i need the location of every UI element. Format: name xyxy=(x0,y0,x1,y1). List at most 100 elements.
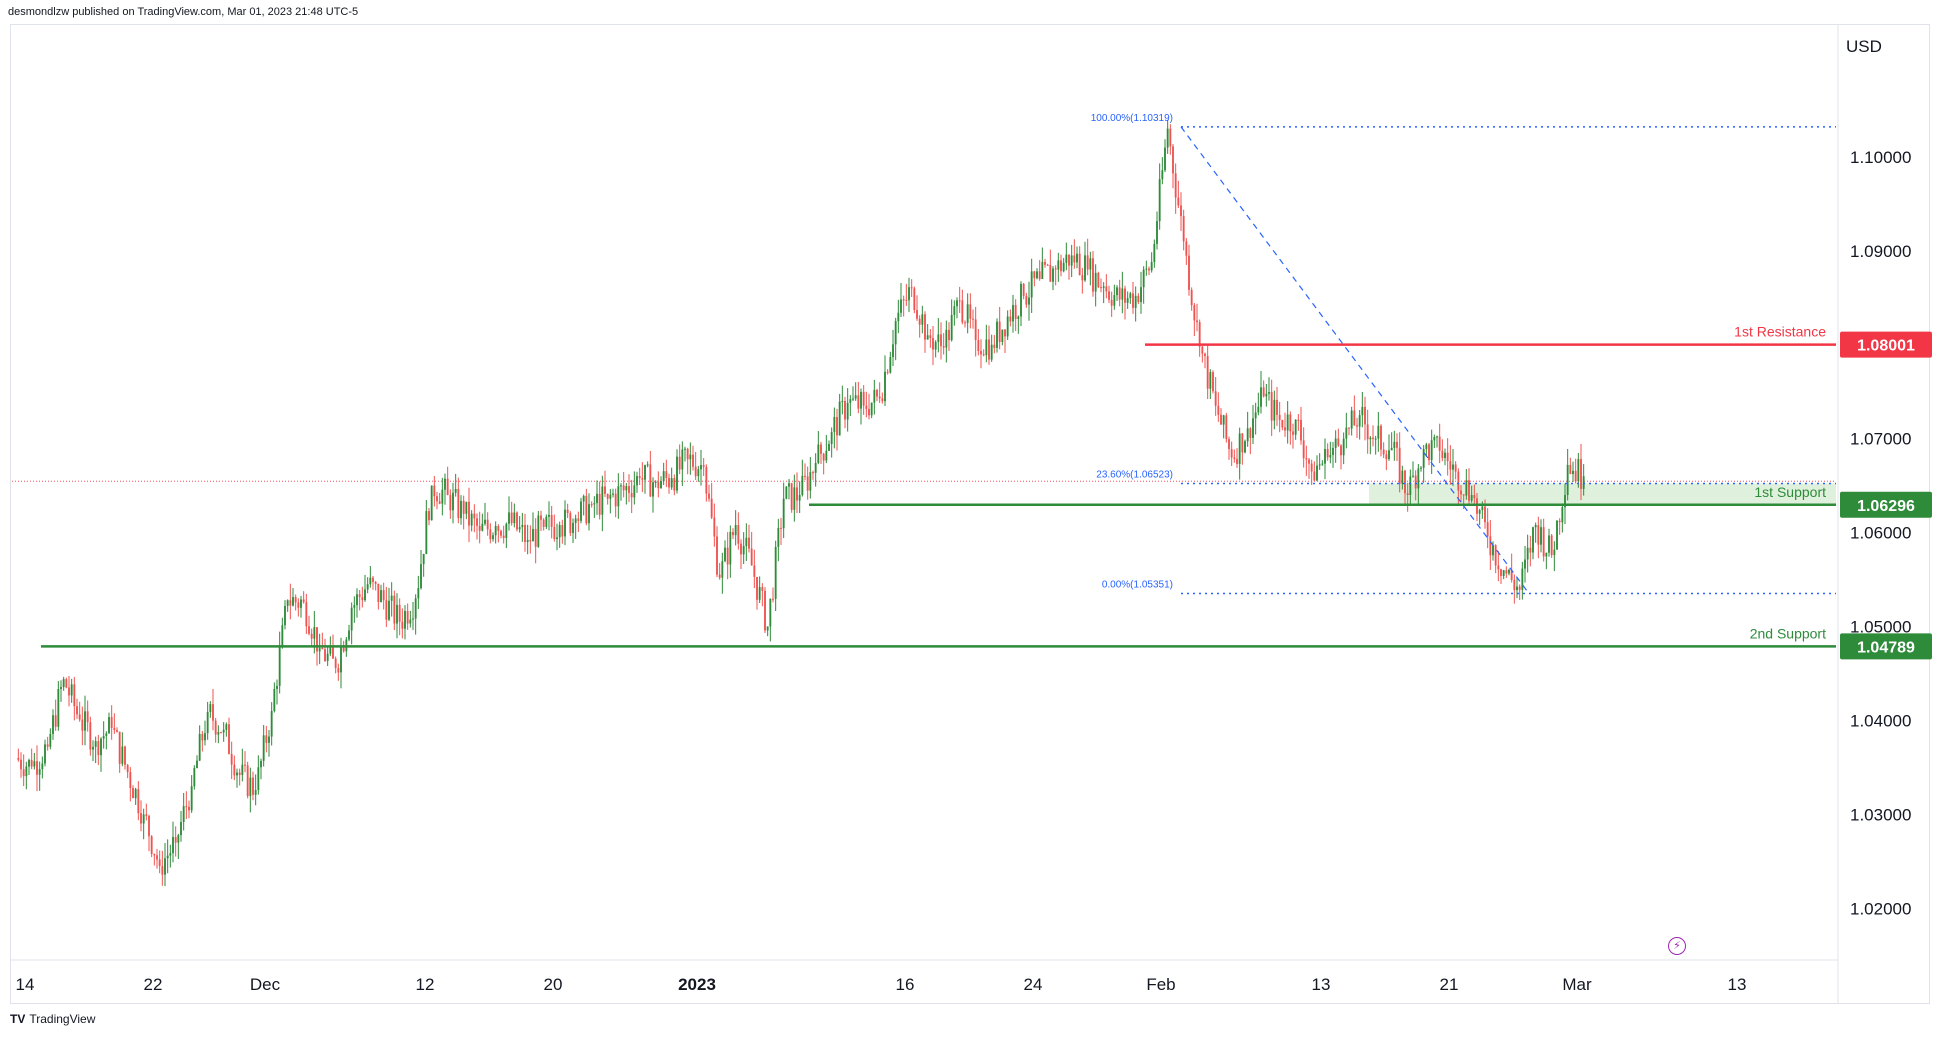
candle-body xyxy=(1524,559,1526,569)
candle-body xyxy=(1028,297,1030,305)
candle-body xyxy=(670,478,673,488)
candle-body xyxy=(630,493,633,498)
candle-body xyxy=(390,595,393,601)
candle-body xyxy=(1569,464,1572,475)
candle-body xyxy=(1390,448,1393,451)
candle-body xyxy=(710,498,713,518)
candle-body xyxy=(46,744,49,747)
candle-body xyxy=(281,625,284,648)
candle-body xyxy=(1004,329,1006,337)
candle-body xyxy=(446,478,449,495)
candle-body xyxy=(681,449,684,470)
candle-body xyxy=(1014,305,1017,319)
candle-body xyxy=(625,486,628,491)
candle-body xyxy=(1265,393,1268,397)
candle-body xyxy=(1382,449,1385,455)
candle-body xyxy=(836,417,838,436)
x-tick-label: 14 xyxy=(16,975,35,994)
candle-body xyxy=(956,300,958,307)
candle-body xyxy=(68,687,70,696)
candle-body xyxy=(326,653,329,661)
candle-body xyxy=(1193,305,1196,321)
candle-body xyxy=(1430,440,1433,461)
candle-body xyxy=(294,597,297,603)
candle-body xyxy=(428,511,430,521)
candle-body xyxy=(44,744,46,764)
candle-body xyxy=(641,478,644,480)
candle-body xyxy=(1057,260,1060,270)
candle-body xyxy=(1302,440,1305,459)
candle-body xyxy=(286,600,289,606)
candle-body xyxy=(1526,547,1529,560)
candle-body xyxy=(1212,372,1214,392)
candle-body xyxy=(588,504,590,524)
candle-body xyxy=(1404,470,1406,494)
candle-body xyxy=(686,448,689,460)
candle-body xyxy=(1510,569,1513,580)
candle-body xyxy=(377,583,380,602)
candle-body xyxy=(366,584,369,590)
candle-body xyxy=(678,456,681,470)
candle-body xyxy=(1345,427,1348,439)
candle-body xyxy=(406,611,409,624)
candle-body xyxy=(209,704,212,712)
candle-body xyxy=(1180,205,1182,217)
candle-body xyxy=(870,402,873,416)
candle-body xyxy=(1505,570,1508,574)
candle-body xyxy=(756,576,758,600)
candle-body xyxy=(740,543,742,555)
candle-body xyxy=(1308,459,1310,464)
candle-body xyxy=(862,391,865,406)
candle-body xyxy=(1052,268,1054,282)
candle-body xyxy=(1033,271,1036,279)
candle-body xyxy=(385,600,388,620)
candle-body xyxy=(700,465,702,470)
candle-body xyxy=(470,513,473,526)
candle-body xyxy=(830,432,833,444)
candle-body xyxy=(30,759,33,767)
candle-body xyxy=(1393,441,1396,449)
candle-body xyxy=(612,493,614,495)
candle-body xyxy=(204,733,206,741)
candle-body xyxy=(457,489,460,519)
candle-body xyxy=(638,476,641,479)
candle-body xyxy=(1414,475,1417,489)
candle-body xyxy=(1548,535,1550,553)
lightning-icon[interactable]: ⚡ xyxy=(1668,937,1686,955)
zone-layer xyxy=(12,480,1836,505)
candle-body xyxy=(1457,471,1460,491)
candle-body xyxy=(854,395,857,399)
candle-body xyxy=(908,287,910,301)
candle-body xyxy=(1561,507,1564,523)
candle-body xyxy=(1342,438,1345,456)
candle-body xyxy=(1545,552,1548,557)
candle-body xyxy=(1484,506,1486,523)
candle-body xyxy=(140,813,142,824)
candle-body xyxy=(1422,448,1425,468)
candle-body xyxy=(337,667,340,673)
candle-body xyxy=(577,518,580,521)
candle-body xyxy=(1134,295,1137,308)
candle-body xyxy=(182,806,185,822)
x-tick-label: 24 xyxy=(1024,975,1043,994)
candle-body xyxy=(572,522,574,534)
candle-body xyxy=(1558,520,1561,523)
candle-body xyxy=(518,527,521,530)
candle-body xyxy=(1332,448,1334,455)
candle-body xyxy=(22,769,25,777)
candle-body xyxy=(1353,410,1356,426)
candle-body xyxy=(774,546,777,599)
candle-body xyxy=(982,354,985,356)
candle-body xyxy=(1574,470,1577,482)
candle-body xyxy=(1254,412,1257,419)
candle-body xyxy=(1260,387,1262,407)
candle-body xyxy=(1100,287,1102,289)
candle-body xyxy=(1385,454,1388,460)
candle-body xyxy=(1249,428,1252,438)
candle-body xyxy=(1038,271,1041,279)
candle-body xyxy=(977,340,980,351)
candle-body xyxy=(745,537,748,546)
currency-label: USD xyxy=(1846,37,1882,56)
candle-body xyxy=(1068,254,1070,266)
